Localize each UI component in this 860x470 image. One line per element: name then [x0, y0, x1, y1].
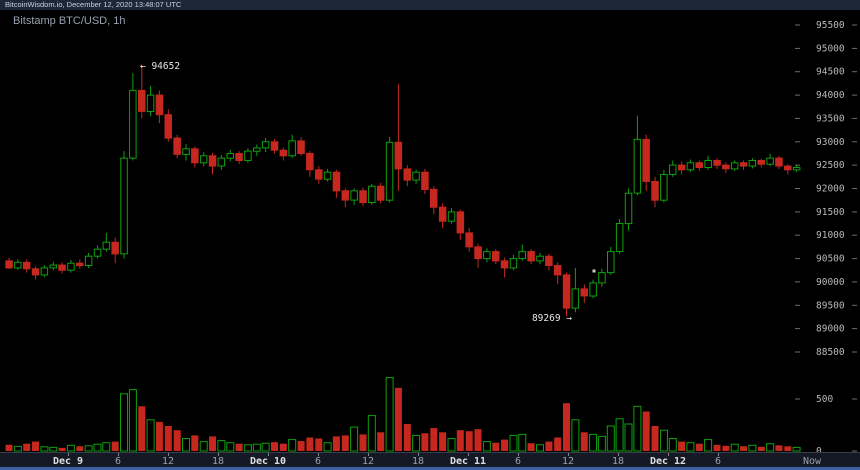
time-tick	[568, 453, 569, 456]
chart-title: Bitstamp BTC/USD, 1h	[13, 15, 126, 27]
time-label-date: Dec 10	[249, 456, 287, 467]
time-label-date: Dec 12	[649, 456, 687, 467]
time-axis[interactable]: Dec 9 6 12 18 Dec 10 6 12 18 Dec 11 6 12 18 Dec 12 6 N…	[0, 452, 860, 470]
time-tick	[718, 453, 719, 456]
svg-text:95000: 95000	[816, 43, 845, 54]
svg-text:← 94652: ← 94652	[140, 61, 180, 72]
price-chart[interactable]: 95500 95000 94500 94000 93500 93000 92500 92000…	[0, 0, 860, 452]
time-label-date: Dec 11	[449, 456, 487, 467]
svg-text:94000: 94000	[816, 90, 845, 101]
time-tick	[118, 453, 119, 456]
svg-text:89000: 89000	[816, 324, 845, 335]
time-label-hour: 18	[611, 456, 625, 467]
time-label-hour: 6	[514, 456, 522, 467]
time-label-hour: 12	[361, 456, 375, 467]
svg-text:88500: 88500	[816, 347, 845, 358]
svg-text:94500: 94500	[816, 67, 845, 78]
time-label-now: Now	[802, 456, 822, 467]
svg-text:91000: 91000	[816, 230, 845, 241]
svg-text:95500: 95500	[816, 20, 845, 31]
svg-text:90000: 90000	[816, 277, 845, 288]
time-tick	[468, 453, 469, 456]
time-tick	[318, 453, 319, 456]
time-tick	[168, 453, 169, 456]
time-label-hour: 18	[411, 456, 425, 467]
time-label-date: Dec 9	[52, 456, 84, 467]
time-tick	[68, 453, 69, 456]
top-bar-text: BitcoinWisdom.io, December 12, 2020 13:4…	[5, 0, 182, 9]
svg-text:89269 →: 89269 →	[532, 313, 572, 324]
time-tick	[368, 453, 369, 456]
time-tick	[518, 453, 519, 456]
time-label-hour: 6	[714, 456, 722, 467]
svg-text:92000: 92000	[816, 184, 845, 195]
time-tick	[668, 453, 669, 456]
time-tick	[218, 453, 219, 456]
time-tick	[618, 453, 619, 456]
svg-text:91500: 91500	[816, 207, 845, 218]
top-bar: BitcoinWisdom.io, December 12, 2020 13:4…	[0, 0, 860, 10]
time-tick	[418, 453, 419, 456]
time-label-hour: 6	[114, 456, 122, 467]
time-tick	[268, 453, 269, 456]
time-label-hour: 12	[561, 456, 575, 467]
svg-text:90500: 90500	[816, 254, 845, 265]
time-label-hour: 6	[314, 456, 322, 467]
window-accent-line	[0, 467, 860, 470]
time-label-hour: 12	[161, 456, 175, 467]
time-label-hour: 18	[211, 456, 225, 467]
svg-text:0: 0	[816, 446, 822, 452]
svg-text:93500: 93500	[816, 113, 845, 124]
svg-text:92500: 92500	[816, 160, 845, 171]
svg-text:93000: 93000	[816, 137, 845, 148]
svg-text:89500: 89500	[816, 300, 845, 311]
svg-text:500: 500	[816, 394, 833, 405]
